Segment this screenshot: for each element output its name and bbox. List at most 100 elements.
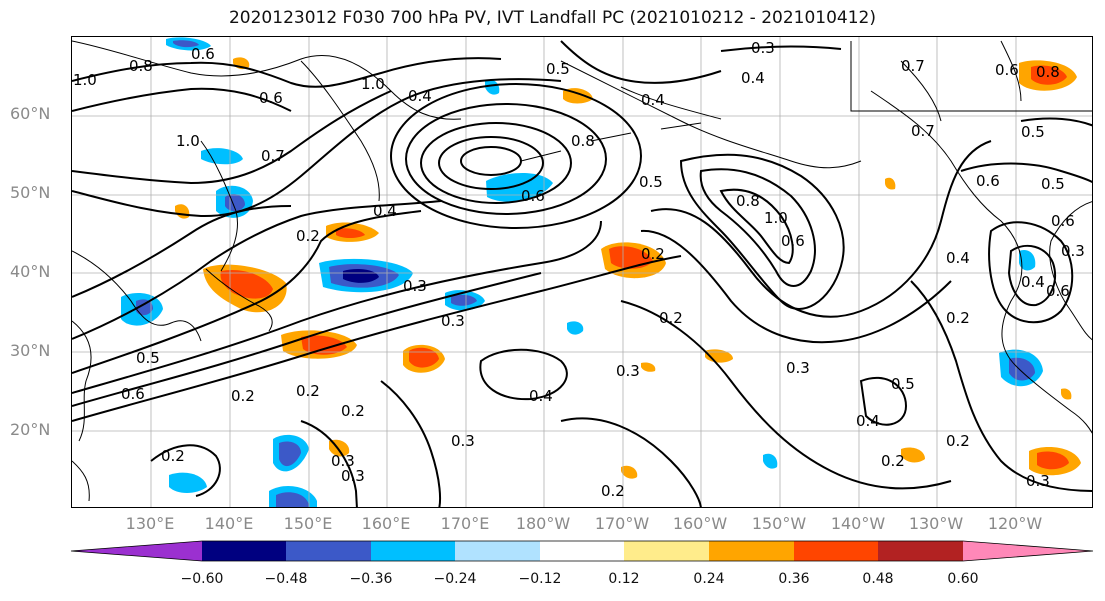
colorbar-segment (963, 541, 1093, 561)
contour-label: 0.3 (786, 359, 810, 377)
contour-labels: 0.6 0.8 1.0 1.0 0.6 0.7 1.0 0.4 0.2 0.4 … (73, 39, 1085, 500)
contour-label: 0.4 (741, 69, 765, 87)
lon-label-160w: 160°W (672, 514, 728, 533)
contour-label: 0.3 (451, 432, 475, 450)
contour-label: 0.6 (781, 232, 805, 250)
contour-label: 0.4 (408, 87, 432, 105)
contour-label: 1.0 (176, 132, 200, 150)
contour-label: 0.6 (521, 187, 545, 205)
contour-label: 0.5 (1041, 175, 1065, 193)
colorbar-tick-label: −0.24 (433, 571, 477, 587)
lat-label-60n: 60°N (10, 104, 51, 123)
colorbar-tick-label: 0.48 (862, 571, 894, 587)
contour-label: 0.7 (901, 57, 925, 75)
contour-label: 0.2 (601, 482, 625, 500)
colorbar-outline (70, 540, 1094, 562)
contour-label: 0.2 (341, 402, 365, 420)
contour-label: 0.6 (995, 61, 1019, 79)
contour-label: 0.8 (1036, 63, 1060, 81)
contour-label: 0.3 (441, 312, 465, 330)
contour-label: 1.0 (361, 75, 385, 93)
contour-label: 0.5 (136, 349, 160, 367)
contour-label: 0.4 (1021, 273, 1045, 291)
contour-label: 0.5 (891, 375, 915, 393)
contour-label: 0.7 (911, 122, 935, 140)
contour-label: 0.4 (856, 412, 880, 430)
lat-label-20n: 20°N (10, 420, 51, 439)
contour-label: 0.2 (641, 245, 665, 263)
contour-label: 0.6 (259, 89, 283, 107)
lon-label-140e: 140°E (204, 514, 254, 533)
lon-label-120w: 120°W (987, 514, 1043, 533)
contour-label: 0.7 (261, 147, 285, 165)
colorbar (70, 540, 1094, 562)
contour-label: 0.3 (751, 39, 775, 57)
lat-label-50n: 50°N (10, 183, 51, 202)
colorbar-segment (286, 541, 371, 561)
map-title: 2020123012 F030 700 hPa PV, IVT Landfall… (228, 8, 876, 28)
colorbar-segment (71, 541, 202, 561)
colorbar-segment (709, 541, 794, 561)
lon-label-170w: 170°W (594, 514, 650, 533)
contour-label: 0.2 (161, 447, 185, 465)
colorbar-segment (624, 541, 709, 561)
contour-label: 0.2 (946, 432, 970, 450)
contour-label: 0.3 (331, 452, 355, 470)
contour-label: 1.0 (764, 209, 788, 227)
contour-label: 0.2 (881, 452, 905, 470)
lat-label-30n: 30°N (10, 341, 51, 360)
graticule (72, 37, 1092, 507)
contour-label: 0.4 (373, 202, 397, 220)
contour-label: 0.3 (403, 277, 427, 295)
contour-label: 0.4 (946, 249, 970, 267)
contour-label: 0.6 (976, 172, 1000, 190)
pv-contours (72, 40, 1092, 507)
lon-label-170e: 170°E (440, 514, 490, 533)
colorbar-segment (455, 541, 540, 561)
lon-label-140w: 140°W (830, 514, 886, 533)
contour-label: 0.6 (1051, 212, 1075, 230)
map-svg: 0.6 0.8 1.0 1.0 0.6 0.7 1.0 0.4 0.2 0.4 … (72, 37, 1092, 507)
contour-label: 0.2 (296, 382, 320, 400)
contour-label: 0.8 (736, 192, 760, 210)
contour-label: 0.3 (616, 362, 640, 380)
colorbar-tick-label: 0.24 (693, 571, 725, 587)
contour-label: 0.8 (571, 132, 595, 150)
contour-label: 0.3 (1061, 242, 1085, 260)
colorbar-tick-label: 0.12 (608, 571, 640, 587)
lon-label-130w: 130°W (908, 514, 964, 533)
contour-label: 0.3 (341, 467, 365, 485)
colorbar-segment (794, 541, 878, 561)
contour-label: 0.2 (946, 309, 970, 327)
contour-label: 0.5 (546, 60, 570, 78)
contour-label: 0.4 (529, 387, 553, 405)
contour-label: 0.6 (1046, 282, 1070, 300)
colorbar-tick-label: −0.60 (180, 571, 224, 587)
contour-label: 0.6 (191, 45, 215, 63)
colorbar-tick-label: 0.36 (778, 571, 810, 587)
contour-label: 1.0 (73, 71, 97, 89)
lon-label-150w: 150°W (751, 514, 807, 533)
colorbar-segments (70, 540, 1094, 562)
contour-label: 0.8 (129, 57, 153, 75)
colorbar-segment (371, 541, 455, 561)
colorbar-tick-label: 0.60 (947, 571, 979, 587)
contour-label: 0.2 (231, 387, 255, 405)
contour-label: 0.5 (1021, 123, 1045, 141)
colorbar-segment (878, 541, 963, 561)
contour-label: 0.5 (639, 173, 663, 191)
colorbar-segment (202, 541, 286, 561)
lon-label-180w: 180°W (515, 514, 571, 533)
colorbar-tick-label: −0.12 (518, 571, 562, 587)
lat-label-40n: 40°N (10, 262, 51, 281)
contour-label: 0.3 (1026, 472, 1050, 490)
lon-label-150e: 150°E (283, 514, 333, 533)
contour-label: 0.4 (641, 91, 665, 109)
colorbar-tick-label: −0.36 (349, 571, 393, 587)
map-panel: 0.6 0.8 1.0 1.0 0.6 0.7 1.0 0.4 0.2 0.4 … (71, 36, 1093, 508)
colorbar-segment (540, 541, 624, 561)
contour-label: 0.2 (296, 227, 320, 245)
colorbar-tick-label: −0.48 (264, 571, 308, 587)
lon-label-130e: 130°E (125, 514, 175, 533)
lon-label-160e: 160°E (361, 514, 411, 533)
